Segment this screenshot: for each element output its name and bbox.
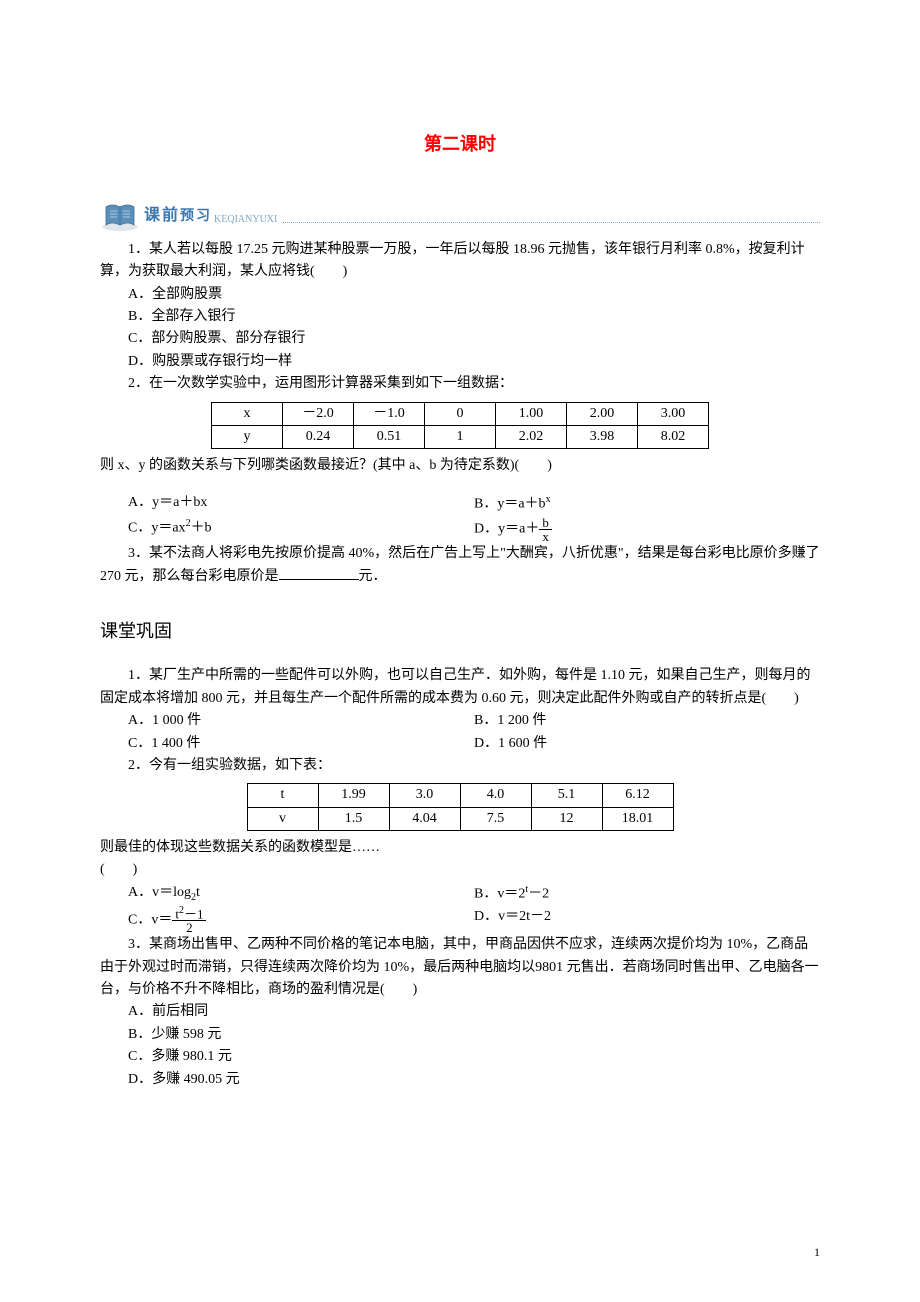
p2-options: A．v＝log2t B．v＝2t－2 C．v＝t2－12 D．v＝2t－2 [128, 882, 820, 934]
q3-stem: 3．某不法商人将彩电先按原价提高 40%，然后在广告上写上"大酬宾，八折优惠"，… [100, 543, 820, 589]
q2-tail: 则 x、y 的函数关系与下列哪类函数最接近？(其中 a、b 为待定系数)( ) [100, 455, 820, 477]
p3-opt-a: A．前后相同 [128, 1001, 820, 1023]
banner-label: 课前预习 [144, 203, 212, 229]
p2-opt-a: A．v＝log2t [128, 882, 474, 906]
p1-opt-c: C．1 400 件 [128, 733, 474, 755]
q1-opt-a: A．全部购股票 [128, 284, 820, 306]
p2-stem: 2．今有一组实验数据，如下表： [100, 755, 820, 777]
banner-pinyin: KEQIANYUXI [214, 212, 277, 228]
q2-opt-a: A．y＝a＋bx [128, 492, 474, 516]
q1-opt-d: D．购股票或存银行均一样 [128, 351, 820, 373]
q1-opt-c: C．部分购股票、部分存银行 [128, 328, 820, 350]
q2-opt-c: C．y＝ax2＋b [128, 516, 474, 543]
p3-opt-d: D．多赚 490.05 元 [128, 1069, 820, 1091]
table-row: y0.240.5112.023.988.02 [212, 425, 709, 448]
p1-stem: 1．某厂生产中所需的一些配件可以外购，也可以自己生产．如外购，每件是 1.10 … [100, 665, 820, 710]
p1-opt-d: D．1 600 件 [474, 733, 820, 755]
p3-options: A．前后相同 B．少赚 598 元 C．多赚 980.1 元 D．多赚 490.… [128, 1001, 820, 1091]
page-title: 第二课时 [100, 130, 820, 159]
q2-opt-d: D．y＝a＋bx [474, 516, 820, 543]
p3-opt-b: B．少赚 598 元 [128, 1024, 820, 1046]
table-row: v1.54.047.51218.01 [247, 807, 673, 830]
p2-table: t1.993.04.05.16.12 v1.54.047.51218.01 [247, 783, 674, 831]
q1-stem: 1．某人若以每股 17.25 元购进某种股票一万股，一年后以每股 18.96 元… [100, 239, 820, 284]
p3-opt-c: C．多赚 980.1 元 [128, 1046, 820, 1068]
p1-opt-b: B．1 200 件 [474, 710, 820, 732]
q1-opt-b: B．全部存入银行 [128, 306, 820, 328]
q2-stem: 2．在一次数学实验中，运用图形计算器采集到如下一组数据： [100, 373, 820, 395]
p2-opt-c: C．v＝t2－12 [128, 906, 474, 934]
page-number: 1 [814, 1243, 820, 1262]
p2-paren: ( ) [100, 859, 820, 881]
q2-options: A．y＝a＋bx B．y＝a＋bx C．y＝ax2＋b D．y＝a＋bx [128, 492, 820, 543]
p1-options: A．1 000 件 B．1 200 件 C．1 400 件 D．1 600 件 [128, 710, 820, 755]
book-icon [100, 199, 140, 233]
p2-opt-d: D．v＝2t－2 [474, 906, 820, 934]
q2-opt-b: B．y＝a＋bx [474, 492, 820, 516]
table-row: t1.993.04.05.16.12 [247, 784, 673, 807]
q1-options: A．全部购股票 B．全部存入银行 C．部分购股票、部分存银行 D．购股票或存银行… [128, 284, 820, 374]
p2-opt-b: B．v＝2t－2 [474, 882, 820, 906]
section-practice: 课堂巩固 [100, 617, 820, 646]
p2-tail: 则最佳的体现这些数据关系的函数模型是…… [100, 837, 820, 859]
banner-divider [283, 222, 820, 223]
q2-table: x－2.0－1.001.002.003.00 y0.240.5112.023.9… [211, 402, 709, 450]
p3-stem: 3．某商场出售甲、乙两种不同价格的笔记本电脑，其中，甲商品因供不应求，连续两次提… [100, 934, 820, 1001]
table-row: x－2.0－1.001.002.003.00 [212, 402, 709, 425]
p1-opt-a: A．1 000 件 [128, 710, 474, 732]
fill-blank [279, 565, 359, 580]
section-banner-preview: 课前预习 KEQIANYUXI [100, 199, 820, 233]
